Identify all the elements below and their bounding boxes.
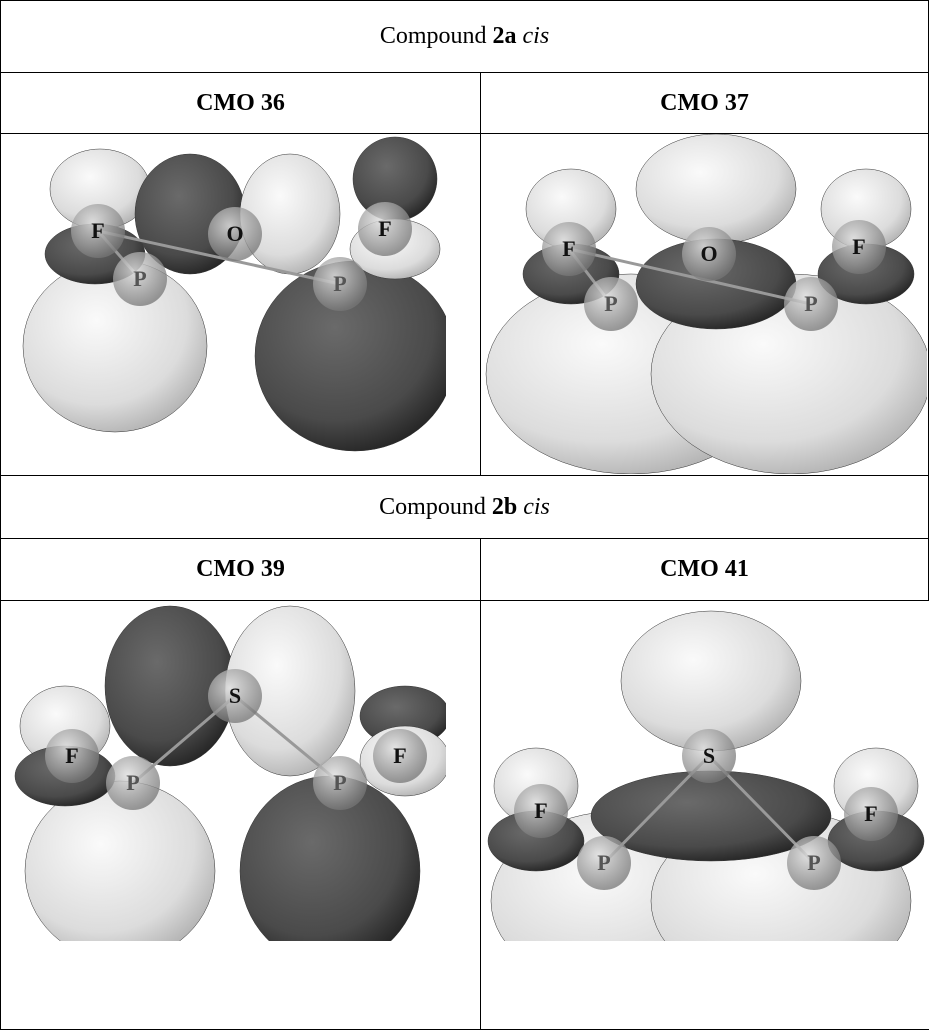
atom-label: F: [852, 234, 865, 259]
atom: [784, 277, 838, 331]
panel-header: CMO 37: [480, 72, 929, 134]
atom: [584, 277, 638, 331]
title-prefix: Compound: [379, 493, 486, 520]
atom: [208, 669, 262, 723]
atom: [106, 756, 160, 810]
atom: [832, 220, 886, 274]
bond: [568, 247, 812, 306]
atom-label: P: [333, 271, 346, 296]
atom-label: P: [807, 850, 820, 875]
bond: [97, 229, 341, 286]
panel-header: CMO 36: [0, 72, 481, 134]
atom-label: F: [534, 798, 547, 823]
orbital-lobe: [635, 134, 797, 245]
atom: [313, 756, 367, 810]
section-title: Compound 2a cis: [0, 0, 929, 73]
panel-header: CMO 39: [0, 538, 481, 601]
title-prefix: Compound: [379, 23, 487, 49]
atom-label: F: [378, 216, 391, 241]
atom: [514, 784, 568, 838]
atom-label: P: [126, 770, 139, 795]
atom: [358, 202, 412, 256]
title-bold: 2b: [491, 493, 518, 520]
section-title: Compound 2b cis: [0, 475, 929, 539]
atom: [542, 222, 596, 276]
atom: [208, 207, 262, 261]
atom: [682, 227, 736, 281]
panel-header: CMO 41: [480, 538, 929, 601]
atom-label: F: [91, 218, 104, 243]
orbital-image: S F F P P: [14, 605, 446, 941]
atom: [113, 252, 167, 306]
atom-label: P: [604, 291, 617, 316]
atom: [682, 729, 736, 783]
orbital-lobe: [239, 153, 341, 275]
atom-label: O: [226, 221, 243, 246]
atom-label: S: [229, 683, 241, 708]
atom-label: P: [597, 850, 610, 875]
title-italic: cis: [522, 23, 550, 49]
atom-label: S: [703, 743, 715, 768]
atom-label: P: [133, 266, 146, 291]
orbital-image: F O F P P: [485, 134, 927, 474]
atom-label: F: [393, 743, 406, 768]
atom: [45, 729, 99, 783]
orbital-image: S F F P P: [487, 610, 925, 941]
title-bold: 2a: [492, 23, 517, 49]
atom: [71, 204, 125, 258]
atom: [577, 836, 631, 890]
atom-label: F: [65, 743, 78, 768]
atom-label: P: [333, 770, 346, 795]
orbital-image: F O F P P: [22, 136, 446, 452]
atom: [787, 836, 841, 890]
atom-label: F: [864, 801, 877, 826]
atom-label: O: [700, 241, 717, 266]
atom: [313, 257, 367, 311]
atom: [373, 729, 427, 783]
atom: [844, 787, 898, 841]
atom-label: F: [562, 236, 575, 261]
title-italic: cis: [523, 493, 550, 520]
atom-label: P: [804, 291, 817, 316]
